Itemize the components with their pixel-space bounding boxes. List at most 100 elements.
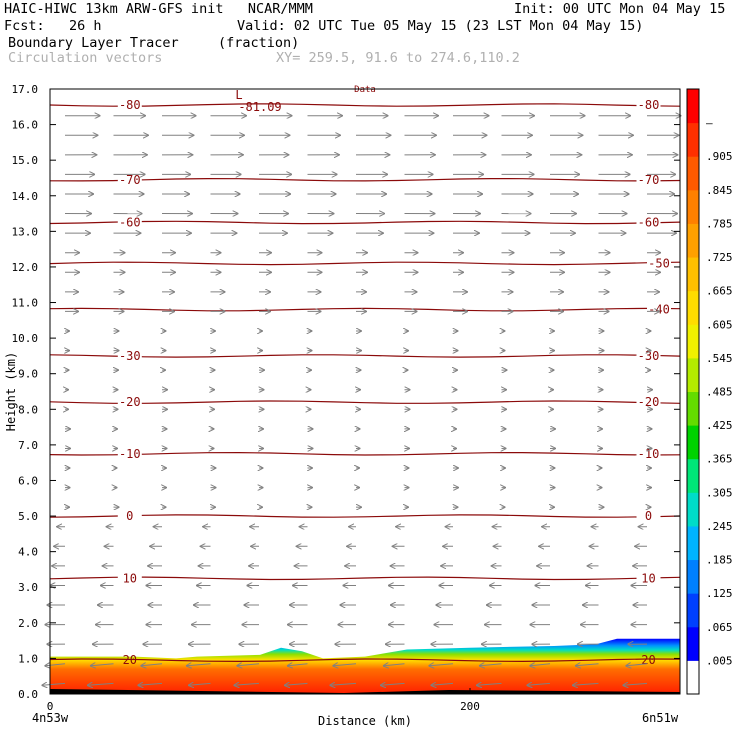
- colorbar-segment: [687, 391, 699, 426]
- terrain: [50, 689, 680, 694]
- isotherm-label: -40: [648, 303, 670, 317]
- colorbar-segment: [687, 626, 699, 661]
- colorbar-segment: [687, 122, 699, 157]
- isotherm-line: [49, 103, 681, 107]
- colorbar-label: –: [706, 117, 713, 130]
- wind-vector: [187, 664, 211, 666]
- colorbar-segment: [687, 89, 699, 124]
- chart-axes: 0.0 1.0 2.0 3.0 4.0 5.0 6.0 7.0 8.0 9.0 10.0 11.0 12…: [4, 83, 681, 728]
- wind-vector: [45, 664, 66, 666]
- wind-vector: [477, 683, 502, 685]
- wind-vector: [530, 664, 551, 666]
- isotherm-line: [49, 576, 681, 581]
- y-tick-label: 14.0: [12, 190, 39, 203]
- colorbar-segment: [687, 357, 699, 392]
- isotherm-line: [49, 220, 681, 225]
- circulation-vectors: [42, 116, 680, 686]
- wind-vector: [91, 664, 114, 666]
- isotherm-line: [49, 514, 681, 518]
- annotation-label: L: [235, 88, 242, 102]
- isotherm-label: -20: [119, 395, 141, 409]
- isotherm-label: -10: [119, 447, 141, 461]
- y-tick-label: 17.0: [12, 83, 39, 96]
- tracer-layer: [50, 638, 680, 694]
- x-endpoint-label: 4n53w: [32, 711, 69, 725]
- colorbar-label: .725: [706, 251, 733, 264]
- y-tick-label: 2.0: [18, 617, 38, 630]
- colorbar-segment: [687, 458, 699, 493]
- isotherm-label: -70: [119, 173, 141, 187]
- y-tick-label: 3.0: [18, 581, 38, 594]
- colorbar-segment: [687, 324, 699, 359]
- colorbar-label: .305: [706, 486, 733, 499]
- annotation-label: Data: [354, 85, 376, 95]
- wind-vector: [42, 683, 66, 685]
- colorbar-segment: [687, 156, 699, 191]
- isotherm-label: -20: [638, 395, 660, 409]
- colorbar-label: .365: [706, 453, 733, 466]
- y-tick-label: 12.0: [12, 261, 39, 274]
- colorbar-label: .125: [706, 587, 733, 600]
- colorbar-segment: [687, 525, 699, 561]
- colorbar-label: .905: [706, 150, 733, 163]
- wind-vector: [480, 664, 502, 666]
- wind-vector: [573, 683, 599, 685]
- y-tick-label: 16.0: [12, 119, 39, 132]
- colorbar-label: .005: [706, 654, 733, 667]
- colorbar-label: .845: [706, 184, 733, 197]
- isotherm-label: 0: [645, 509, 652, 523]
- plot-title: HAIC-HIWC 13km ARW-GFS init NCAR/MMM: [4, 1, 313, 17]
- colorbar-frame: [686, 88, 700, 695]
- plot-frame: [49, 88, 681, 695]
- wind-vector: [237, 664, 260, 666]
- isotherm-line: [49, 177, 681, 182]
- wind-vector: [429, 664, 454, 666]
- xy-label: XY= 259.5, 91.6 to 274.6,110.2: [276, 50, 520, 66]
- y-tick-label: 7.0: [18, 439, 38, 452]
- forecast-hour: Fcst: 26 h: [4, 18, 102, 34]
- wind-vector: [88, 683, 114, 685]
- isotherm-label: -80: [638, 98, 660, 112]
- isotherm-label: -30: [119, 349, 141, 363]
- colorbar: .005 .065 .125 .185 .245 .305 .365 .425 .485 .545…: [686, 88, 733, 695]
- vector-label: Circulation vectors: [8, 50, 163, 66]
- colorbar-segment: [687, 593, 699, 628]
- x-tick-label: 0: [47, 700, 54, 713]
- isotherm-label: -60: [638, 215, 660, 229]
- colorbar-label: .485: [706, 386, 733, 399]
- isotherm-line: [49, 400, 681, 404]
- isotherm-line: [49, 451, 681, 456]
- wind-vector: [138, 683, 163, 685]
- isotherm-label: -30: [638, 349, 660, 363]
- field-units: (fraction): [218, 35, 300, 51]
- wind-vector: [189, 683, 211, 685]
- tracer-field: [50, 89, 680, 694]
- x-tick-label: 200: [460, 700, 480, 713]
- wind-vector: [623, 683, 648, 685]
- y-axis-title: Height (km): [4, 352, 18, 431]
- y-tick-label: 9.0: [18, 368, 38, 381]
- y-tick-label: 8.0: [18, 403, 38, 416]
- colorbar-label: .785: [706, 217, 733, 230]
- wind-vector: [431, 683, 454, 685]
- isotherm-label: 0: [126, 509, 133, 523]
- wind-vector: [381, 683, 405, 685]
- isotherm-label: 20: [123, 653, 137, 667]
- valid-time: Valid: 02 UTC Tue 05 May 15 (23 LST Mon …: [237, 18, 644, 34]
- isotherm-contours: -80 -80 -70 -70 -60 -60 -50 -40 -30 -30 -20 -20 -10 -…: [49, 85, 681, 667]
- isotherm-line: [49, 261, 681, 266]
- wind-vector: [234, 683, 260, 685]
- isotherm-label: 10: [641, 571, 655, 585]
- annotation-label: -81.09: [238, 100, 281, 114]
- y-tick-label: 5.0: [18, 510, 38, 523]
- x-axis-title: Distance (km): [318, 714, 412, 728]
- y-tick-label: 15.0: [12, 154, 39, 167]
- wind-vector: [285, 683, 308, 685]
- wind-vector: [288, 664, 308, 666]
- x-endpoint-label: 6n51w: [642, 711, 679, 725]
- isotherm-line: [49, 658, 681, 663]
- y-tick-label: 13.0: [12, 225, 39, 238]
- y-tick-label: 6.0: [18, 474, 38, 487]
- colorbar-label: .425: [706, 419, 733, 432]
- colorbar-segment: [687, 492, 699, 527]
